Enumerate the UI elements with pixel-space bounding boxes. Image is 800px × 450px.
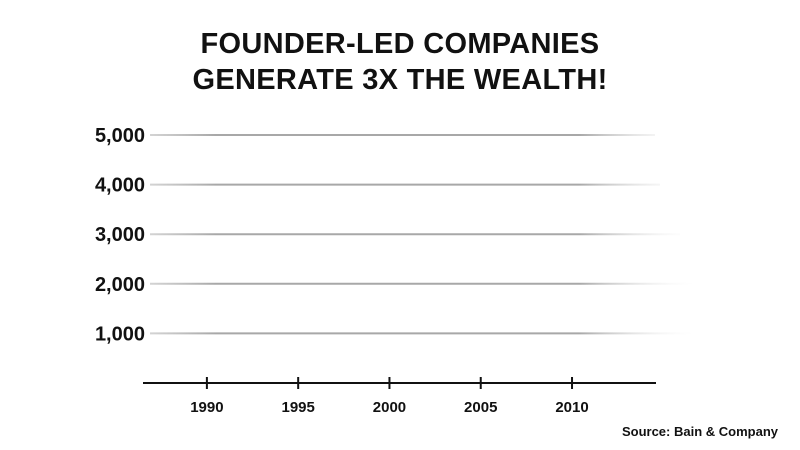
gridlines bbox=[150, 134, 705, 335]
x-tick-label: 2005 bbox=[464, 399, 497, 416]
x-tick-label: 1990 bbox=[190, 399, 223, 416]
chart-title-line-2: GENERATE 3X THE WEALTH! bbox=[192, 64, 608, 96]
x-tick-label: 1995 bbox=[281, 399, 314, 416]
x-axis bbox=[143, 377, 656, 389]
x-tick-label: 2000 bbox=[373, 399, 406, 416]
y-axis-tick-labels: 1,000 2,000 3,000 4,000 5,000 bbox=[95, 125, 145, 345]
y-tick-label: 1,000 bbox=[95, 323, 145, 345]
chart-title: FOUNDER-LED COMPANIES GENERATE 3X THE WE… bbox=[0, 26, 800, 98]
y-tick-label: 5,000 bbox=[95, 125, 145, 147]
source-note: Source: Bain & Company bbox=[621, 424, 778, 439]
y-tick-label: 3,000 bbox=[95, 224, 145, 246]
x-tick-label: 2010 bbox=[555, 399, 588, 416]
x-axis-tick-labels: 1990 1995 2000 2005 2010 bbox=[190, 399, 588, 416]
chart-title-line-1: FOUNDER-LED COMPANIES bbox=[200, 28, 600, 60]
y-tick-label: 4,000 bbox=[95, 175, 145, 197]
y-tick-label: 2,000 bbox=[95, 274, 145, 296]
